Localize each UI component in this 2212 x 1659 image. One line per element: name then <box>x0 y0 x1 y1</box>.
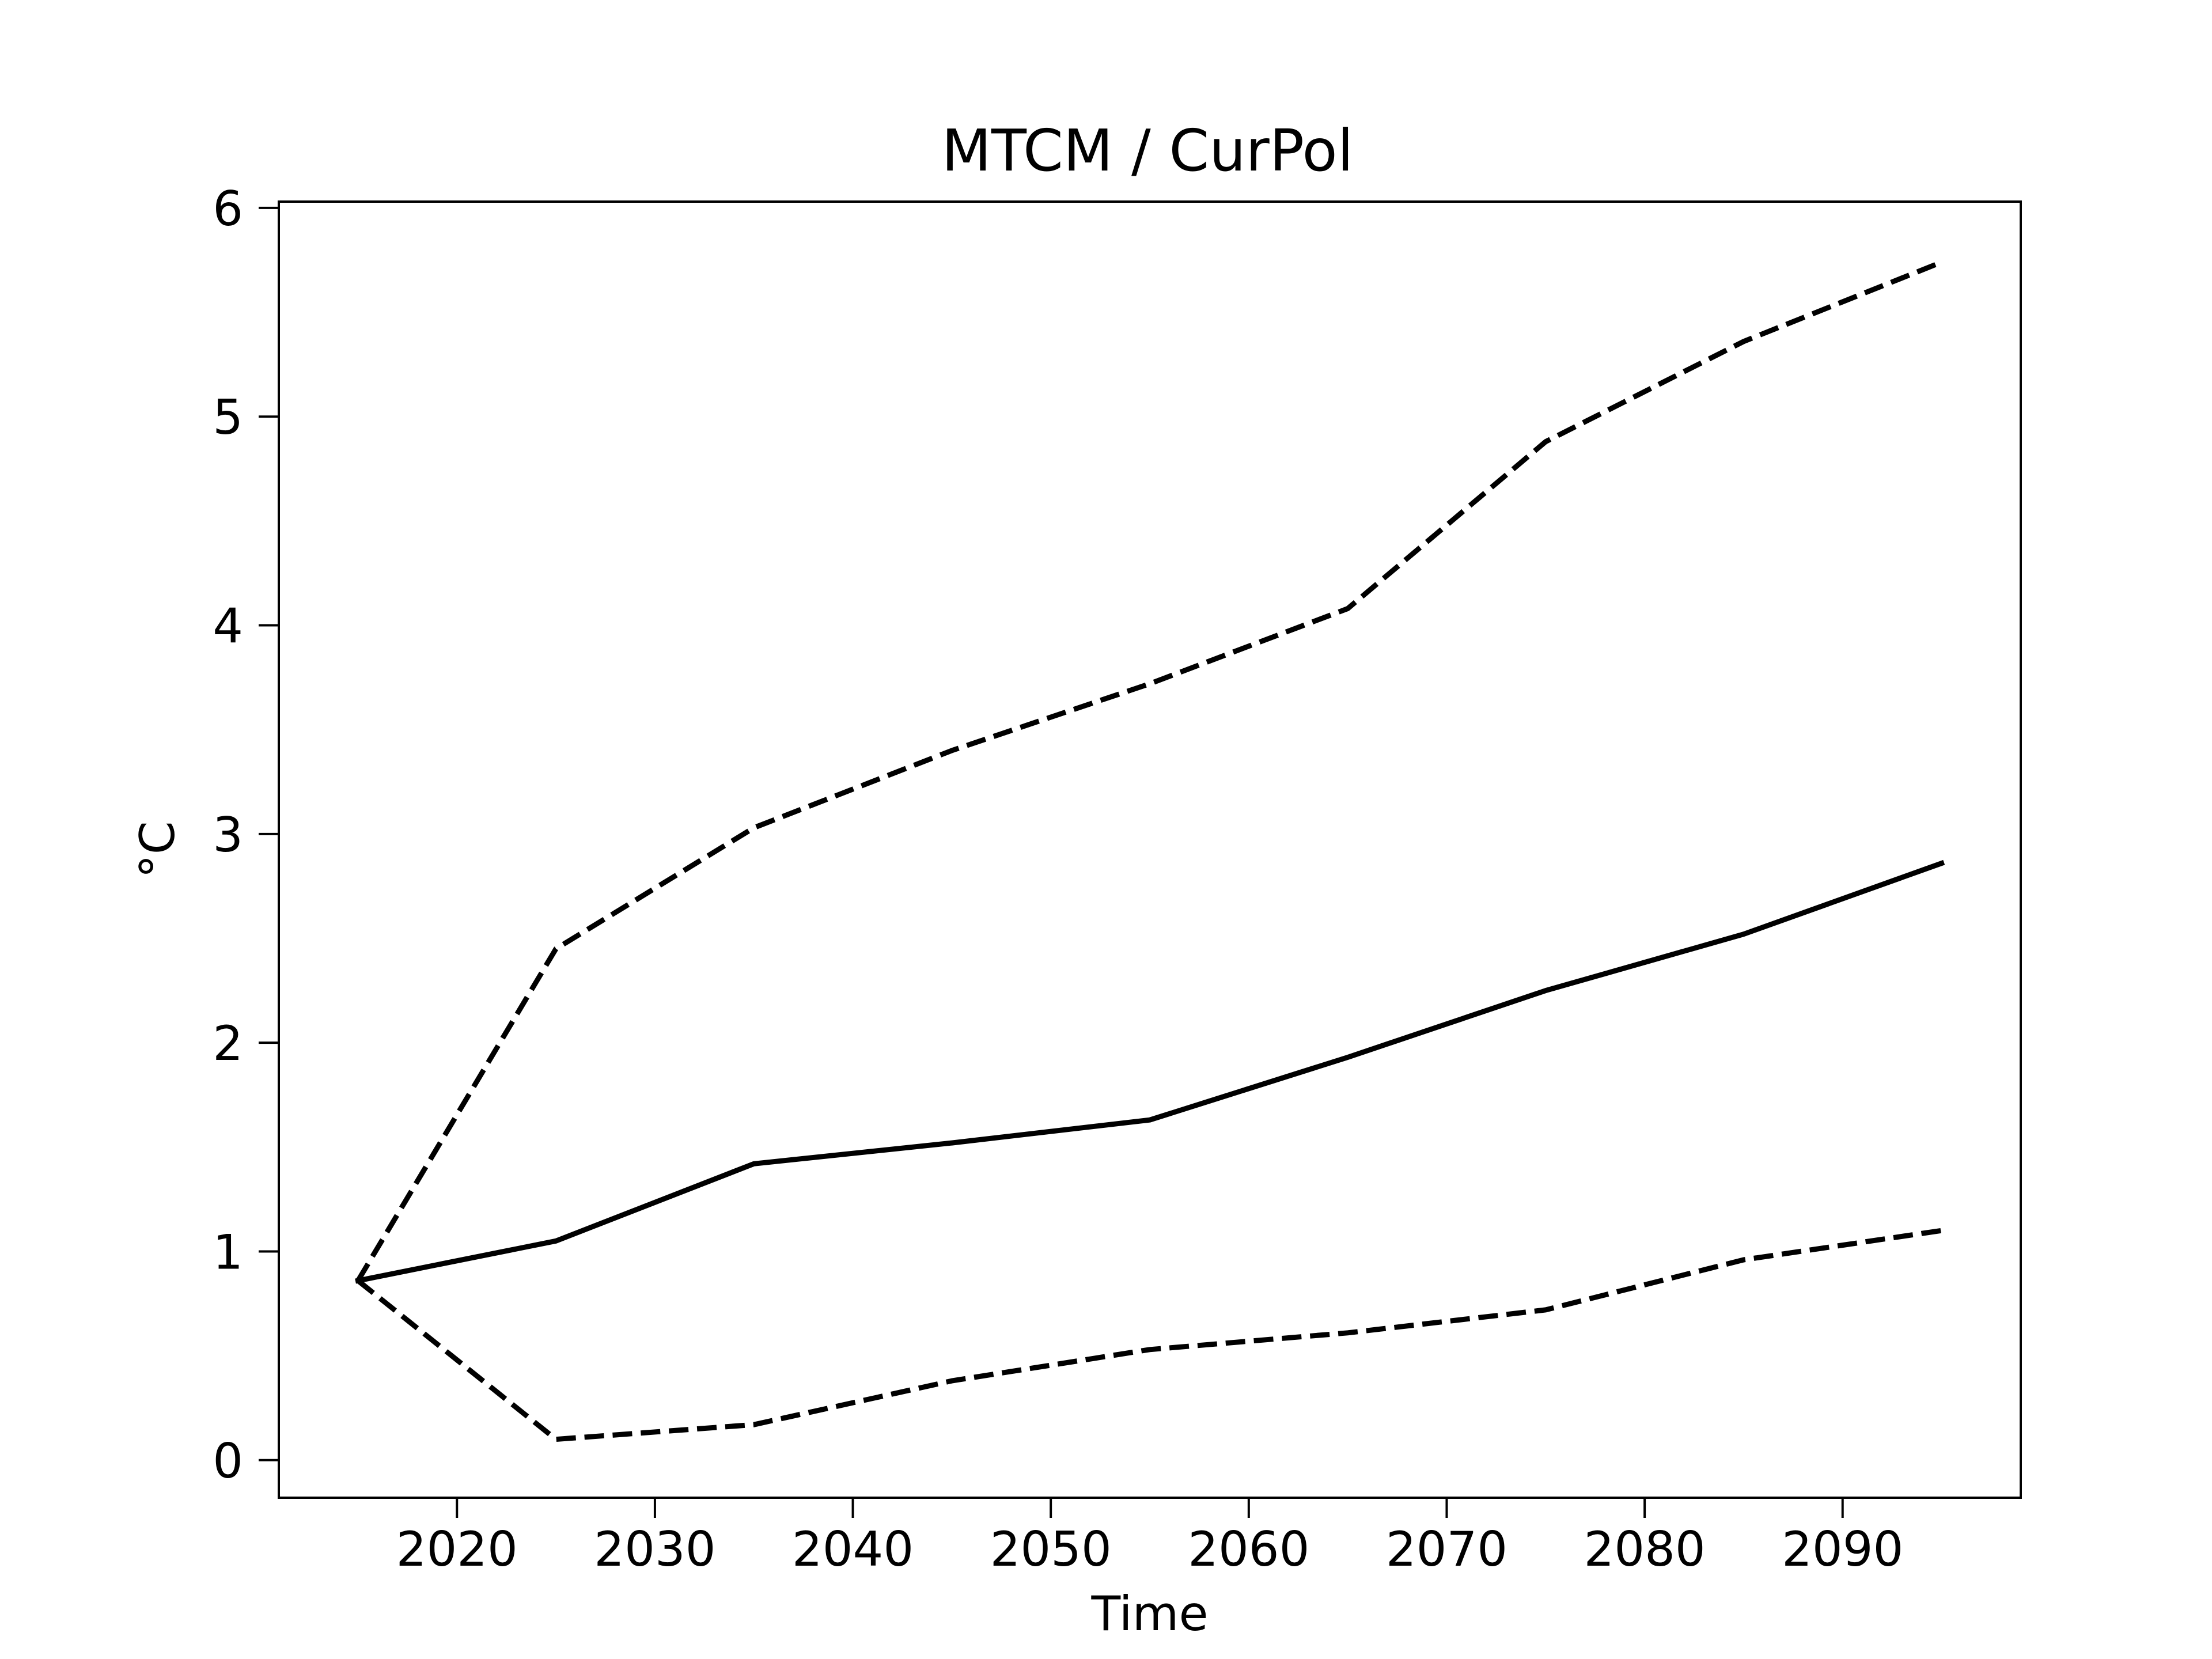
x-tick-label-2030: 2030 <box>594 1521 715 1577</box>
x-tick-label-2040: 2040 <box>792 1521 914 1577</box>
series-line-2-dashed <box>355 259 1943 1282</box>
y-tick-label-6: 6 <box>213 181 243 237</box>
chart-title: MTCM / CurPol <box>942 117 1354 184</box>
plot-frame <box>278 200 2022 1499</box>
y-axis-label: °C <box>130 821 185 878</box>
y-tick-label-0: 0 <box>213 1433 243 1489</box>
x-tick-label-2060: 2060 <box>1188 1521 1309 1577</box>
series-line-1-solid <box>355 859 1945 1284</box>
y-tick-label-1: 1 <box>213 1224 243 1280</box>
x-tick-label-2050: 2050 <box>990 1521 1112 1577</box>
x-axis: 2020 2030 2040 2050 2060 2070 2080 2090 <box>396 1498 1903 1577</box>
plot-area <box>355 259 1945 1442</box>
x-tick-label-2070: 2070 <box>1386 1521 1508 1577</box>
y-axis: 0 1 2 3 4 5 6 <box>213 181 279 1489</box>
y-tick-label-2: 2 <box>213 1016 243 1071</box>
series-line-3-dashed <box>356 1228 1942 1442</box>
x-tick-label-2080: 2080 <box>1584 1521 1705 1577</box>
x-tick-label-2020: 2020 <box>396 1521 518 1577</box>
y-tick-label-3: 3 <box>213 807 243 863</box>
x-axis-label: Time <box>1090 1586 1208 1642</box>
x-tick-label-2090: 2090 <box>1782 1521 1903 1577</box>
y-tick-label-5: 5 <box>213 389 243 445</box>
y-tick-label-4: 4 <box>213 599 243 654</box>
